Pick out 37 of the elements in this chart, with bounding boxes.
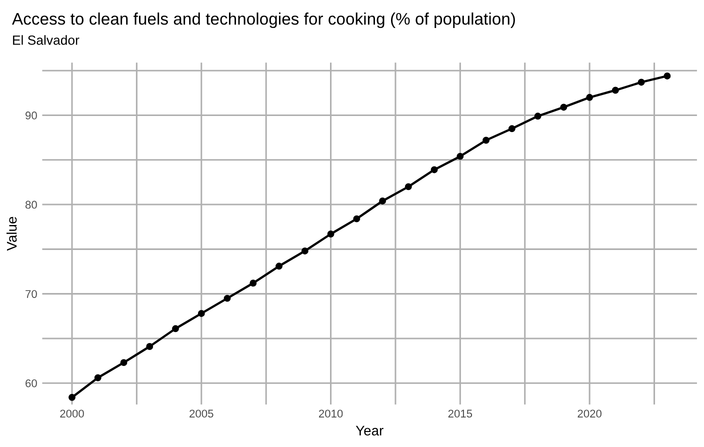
point bbox=[404, 183, 412, 190]
y-axis-title: Value bbox=[6, 216, 17, 251]
x-tick-label: 2015 bbox=[448, 410, 472, 418]
point bbox=[120, 359, 128, 366]
point bbox=[638, 78, 645, 86]
chart-title: Access to clean fuels and technologies for cooking (% of population) bbox=[12, 12, 515, 28]
point bbox=[68, 394, 76, 401]
y-tick-label: 60 bbox=[26, 379, 37, 388]
point bbox=[456, 152, 464, 160]
point bbox=[94, 374, 102, 382]
point bbox=[276, 262, 282, 270]
y-tick-label: 90 bbox=[26, 112, 37, 120]
point bbox=[534, 112, 542, 120]
point bbox=[198, 310, 205, 317]
point bbox=[664, 72, 671, 80]
x-axis-title: Year bbox=[356, 426, 384, 436]
point bbox=[560, 104, 568, 111]
x-tick-label: 2000 bbox=[60, 410, 84, 418]
point bbox=[379, 197, 386, 204]
point bbox=[172, 325, 179, 332]
y-tick-label: 70 bbox=[26, 290, 37, 298]
point bbox=[301, 247, 308, 254]
point bbox=[250, 280, 257, 287]
x-tick-label: 2010 bbox=[318, 410, 343, 418]
chart-subtitle: El Salvador bbox=[13, 35, 80, 45]
point bbox=[146, 343, 154, 350]
point bbox=[327, 230, 334, 238]
point bbox=[482, 136, 490, 144]
y-tick-label: 80 bbox=[26, 200, 37, 209]
point bbox=[430, 166, 438, 174]
point bbox=[224, 294, 231, 302]
point bbox=[612, 86, 619, 94]
point bbox=[508, 125, 516, 132]
point bbox=[353, 215, 360, 222]
x-tick-label: 2005 bbox=[190, 410, 214, 418]
point bbox=[586, 94, 594, 101]
x-tick-label: 2020 bbox=[578, 410, 602, 418]
